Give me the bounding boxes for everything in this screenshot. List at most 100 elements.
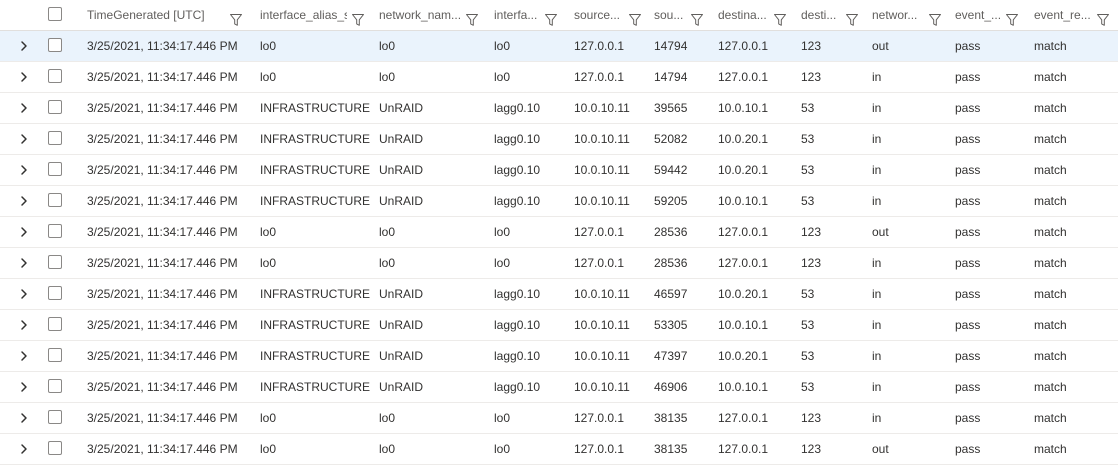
row-checkbox[interactable] [48,255,62,269]
chevron-right-icon[interactable] [18,434,30,464]
filter-icon[interactable] [465,8,479,26]
chevron-right-icon[interactable] [18,279,30,309]
chevron-right-icon[interactable] [18,155,30,185]
table-row[interactable]: 3/25/2021, 11:34:17.446 PM lo0 lo0 lo0 127.0… [0,434,1118,465]
row-checkbox[interactable] [48,100,62,114]
filter-icon[interactable] [928,8,942,26]
cell-reason: match [1034,349,1067,363]
chevron-right-icon[interactable] [18,310,30,340]
column-header-label: networ... [872,8,918,22]
cell-time: 3/25/2021, 11:34:17.446 PM [87,163,238,177]
table-row[interactable]: 3/25/2021, 11:34:17.446 PM INFRASTRUCTURE… [0,341,1118,372]
chevron-right-icon[interactable] [18,93,30,123]
column-header-iface[interactable]: interfa... [494,0,562,30]
cell-reason: match [1034,318,1067,332]
row-checkbox[interactable] [48,38,62,52]
table-row[interactable]: 3/25/2021, 11:34:17.446 PM INFRASTRUCTURE… [0,310,1118,341]
filter-icon[interactable] [690,8,704,26]
cell-net_name: lo0 [379,411,396,425]
cell-dir: in [872,132,882,146]
filter-icon[interactable] [544,8,558,26]
cell-iface_alias: INFRASTRUCTURE [260,101,370,115]
cell-dst: 10.0.20.1 [718,163,769,177]
table-row[interactable]: 3/25/2021, 11:34:17.446 PM lo0 lo0 lo0 127.0… [0,248,1118,279]
column-header-iface_alias[interactable]: interface_alias_s [260,0,369,30]
filter-icon[interactable] [628,8,642,26]
cell-reason: match [1034,411,1067,425]
chevron-right-icon[interactable] [18,248,30,278]
cell-iface: lagg0.10 [494,194,541,208]
column-header-reason[interactable]: event_re... [1034,0,1114,30]
cell-action: pass [955,194,981,208]
chevron-right-icon[interactable] [18,186,30,216]
cell-dst: 127.0.0.1 [718,39,769,53]
column-header-time[interactable]: TimeGenerated [UTC] [87,0,247,30]
row-checkbox[interactable] [48,286,62,300]
chevron-right-icon[interactable] [18,31,30,61]
column-header-src[interactable]: source... [574,0,646,30]
filter-icon[interactable] [1005,8,1019,26]
column-header-dport[interactable]: desti... [801,0,863,30]
cell-iface_alias: lo0 [260,225,277,239]
cell-net_name: lo0 [379,225,396,239]
row-checkbox[interactable] [48,441,62,455]
table-row[interactable]: 3/25/2021, 11:34:17.446 PM INFRASTRUCTURE… [0,155,1118,186]
column-header-net_name[interactable]: network_nam... [379,0,483,30]
filter-icon[interactable] [229,8,243,26]
select-all-checkbox[interactable] [48,7,62,21]
grid-header: TimeGenerated [UTC] interface_alias_s netw… [0,0,1118,31]
cell-sport: 53305 [654,318,688,332]
cell-src: 127.0.0.1 [574,442,625,456]
cell-dport: 53 [801,287,815,301]
cell-src: 10.0.10.11 [574,287,630,301]
filter-icon[interactable] [773,8,787,26]
filter-icon[interactable] [845,8,859,26]
chevron-right-icon[interactable] [18,217,30,247]
cell-iface: lo0 [494,411,511,425]
table-row[interactable]: 3/25/2021, 11:34:17.446 PM lo0 lo0 lo0 127.0… [0,62,1118,93]
chevron-right-icon[interactable] [18,62,30,92]
chevron-right-icon[interactable] [18,341,30,371]
cell-iface: lagg0.10 [494,349,541,363]
row-checkbox[interactable] [48,379,62,393]
table-row[interactable]: 3/25/2021, 11:34:17.446 PM INFRASTRUCTURE… [0,186,1118,217]
filter-icon[interactable] [1096,8,1110,26]
table-row[interactable]: 3/25/2021, 11:34:17.446 PM INFRASTRUCTURE… [0,372,1118,403]
chevron-right-icon[interactable] [18,372,30,402]
cell-reason: match [1034,39,1067,53]
column-header-dir[interactable]: networ... [872,0,946,30]
table-row[interactable]: 3/25/2021, 11:34:17.446 PM INFRASTRUCTURE… [0,93,1118,124]
table-row[interactable]: 3/25/2021, 11:34:17.446 PM lo0 lo0 lo0 127.0… [0,31,1118,62]
table-row[interactable]: 3/25/2021, 11:34:17.446 PM INFRASTRUCTURE… [0,124,1118,155]
chevron-right-icon[interactable] [18,124,30,154]
column-header-action[interactable]: event_... [955,0,1023,30]
row-checkbox[interactable] [48,410,62,424]
table-row[interactable]: 3/25/2021, 11:34:17.446 PM lo0 lo0 lo0 127.0… [0,403,1118,434]
cell-src: 10.0.10.11 [574,132,630,146]
cell-sport: 46597 [654,287,688,301]
table-row[interactable]: 3/25/2021, 11:34:17.446 PM INFRASTRUCTURE… [0,279,1118,310]
row-checkbox[interactable] [48,348,62,362]
cell-src: 10.0.10.11 [574,318,630,332]
cell-action: pass [955,39,981,53]
cell-action: pass [955,442,981,456]
row-checkbox[interactable] [48,224,62,238]
chevron-right-icon[interactable] [18,403,30,433]
cell-net_name: UnRAID [379,194,424,208]
cell-iface_alias: INFRASTRUCTURE [260,163,370,177]
table-row[interactable]: 3/25/2021, 11:34:17.446 PM lo0 lo0 lo0 127.0… [0,217,1118,248]
row-checkbox[interactable] [48,317,62,331]
cell-sport: 59442 [654,163,688,177]
cell-dport: 53 [801,101,815,115]
cell-sport: 38135 [654,411,688,425]
column-header-sport[interactable]: sou... [654,0,708,30]
cell-dport: 123 [801,256,822,270]
column-header-dst[interactable]: destina... [718,0,791,30]
cell-iface_alias: INFRASTRUCTURE [260,287,370,301]
row-checkbox[interactable] [48,69,62,83]
column-header-label: TimeGenerated [UTC] [87,8,205,22]
row-checkbox[interactable] [48,162,62,176]
row-checkbox[interactable] [48,131,62,145]
row-checkbox[interactable] [48,193,62,207]
filter-icon[interactable] [351,8,365,26]
